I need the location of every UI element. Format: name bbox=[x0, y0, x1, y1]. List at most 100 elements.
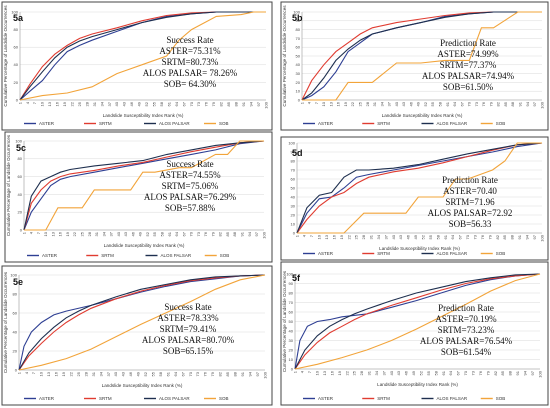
x-tick-label: 64 bbox=[174, 101, 179, 106]
x-tick-label: 91 bbox=[517, 101, 522, 106]
y-tick-label: 90 bbox=[296, 18, 301, 23]
legend-label: SOB bbox=[496, 396, 506, 401]
stats-title: Prediction Rate bbox=[442, 175, 498, 185]
x-tick-label: 88 bbox=[233, 101, 238, 106]
legend-label: ALOS PALSAR bbox=[159, 121, 190, 126]
x-tick-label: 13 bbox=[47, 101, 52, 106]
x-tick-label: 67 bbox=[180, 371, 185, 376]
x-tick-label: 76 bbox=[204, 101, 209, 106]
x-tick-label: 13 bbox=[322, 370, 327, 375]
x-tick-label: 10 bbox=[321, 101, 326, 106]
x-tick-label: 49 bbox=[411, 370, 416, 375]
x-tick-label: 34 bbox=[376, 234, 381, 239]
y-tick-label: 30 bbox=[291, 203, 296, 208]
x-tick-label: 100 bbox=[262, 371, 267, 378]
y-tick-label: 20 bbox=[14, 80, 19, 85]
x-tick-label: 10 bbox=[40, 101, 45, 106]
x-tick-label: 1 bbox=[16, 371, 21, 374]
y-tick-label: 60 bbox=[289, 309, 294, 314]
x-tick-label: 100 bbox=[261, 231, 266, 238]
x-tick-label: 31 bbox=[369, 234, 374, 239]
legend-label: ASTER bbox=[318, 251, 334, 256]
y-tick-label: 60 bbox=[296, 45, 301, 50]
x-tick-label: 91 bbox=[515, 370, 520, 375]
y-tick-label: 40 bbox=[291, 194, 296, 199]
legend-label: SRTM bbox=[377, 121, 390, 126]
x-tick-label: 43 bbox=[122, 101, 127, 106]
x-tick-label: 82 bbox=[219, 101, 224, 106]
stats-line: ASTER=78.33% bbox=[157, 313, 219, 323]
x-tick-label: 40 bbox=[394, 101, 399, 106]
x-tick-label: 79 bbox=[485, 370, 490, 375]
y-tick-label: 80 bbox=[13, 291, 18, 296]
x-tick-label: 76 bbox=[480, 234, 485, 239]
x-tick-label: 40 bbox=[114, 101, 119, 106]
x-tick-label: 79 bbox=[488, 101, 493, 106]
panel-label: 5f bbox=[292, 273, 301, 283]
series-line-aster bbox=[296, 142, 543, 234]
stats-line: ASTER=74.55% bbox=[159, 170, 221, 180]
y-tick-label: 20 bbox=[291, 212, 296, 217]
legend-label: SRTM bbox=[101, 253, 114, 258]
y-axis-label: Cumulative Percentage of Landslide Occur… bbox=[282, 270, 287, 372]
series-line-alos-palsar bbox=[301, 11, 542, 101]
x-tick-label: 52 bbox=[145, 231, 150, 236]
y-tick-label: 90 bbox=[291, 149, 296, 154]
x-tick-label: 82 bbox=[493, 370, 498, 375]
legend-label: SOB bbox=[220, 253, 230, 258]
y-tick-label: 0 bbox=[15, 367, 18, 372]
x-tick-label: 25 bbox=[352, 370, 357, 375]
x-tick-label: 46 bbox=[408, 101, 413, 106]
series-line-aster bbox=[294, 273, 541, 370]
x-tick-label: 94 bbox=[524, 234, 529, 239]
x-tick-label: 19 bbox=[339, 234, 344, 239]
y-tick-label: 100 bbox=[286, 271, 293, 276]
y-tick-label: 100 bbox=[293, 9, 300, 14]
x-axis-label: Landslide Susceptibility Index Rank (%) bbox=[379, 246, 460, 251]
legend-label: SRTM bbox=[99, 396, 112, 401]
x-tick-label: 85 bbox=[502, 234, 507, 239]
x-tick-label: 31 bbox=[367, 370, 372, 375]
x-tick-label: 85 bbox=[225, 231, 230, 236]
stats-line: ASTER=70.19% bbox=[435, 314, 497, 324]
y-tick-label: 80 bbox=[14, 27, 19, 32]
x-tick-label: 4 bbox=[24, 371, 29, 374]
stats-title: Success Rate bbox=[166, 35, 213, 45]
x-tick-label: 97 bbox=[256, 101, 261, 106]
legend-label: SOB bbox=[496, 251, 506, 256]
y-tick-label: 100 bbox=[11, 9, 18, 14]
x-tick-label: 22 bbox=[350, 101, 355, 106]
series-line-srtm bbox=[23, 140, 265, 231]
x-tick-label: 34 bbox=[101, 231, 106, 236]
x-tick-label: 49 bbox=[138, 231, 143, 236]
series-line-alos-palsar bbox=[18, 274, 266, 371]
x-tick-label: 25 bbox=[354, 234, 359, 239]
x-tick-label: 25 bbox=[79, 231, 84, 236]
x-tick-label: 31 bbox=[91, 371, 96, 376]
stats-line: ALOS PALSAR=76.29% bbox=[144, 192, 237, 202]
x-tick-label: 67 bbox=[459, 101, 464, 106]
x-tick-label: 76 bbox=[478, 370, 483, 375]
stats-line: SOB= 64.30% bbox=[164, 79, 217, 89]
x-axis-label: Landslide Susceptibility Index Rank (%) bbox=[382, 113, 463, 118]
y-axis-label: Cumulative Percentage of Landslide Occur… bbox=[6, 134, 11, 236]
x-tick-label: 34 bbox=[98, 371, 103, 376]
x-tick-label: 16 bbox=[329, 370, 334, 375]
series-line-srtm bbox=[18, 274, 266, 371]
x-tick-label: 85 bbox=[500, 370, 505, 375]
y-tick-label: 10 bbox=[296, 89, 301, 94]
x-tick-label: 82 bbox=[496, 101, 501, 106]
x-tick-label: 40 bbox=[116, 231, 121, 236]
y-tick-label: 20 bbox=[18, 210, 23, 215]
x-tick-label: 10 bbox=[43, 231, 48, 236]
x-tick-label: 73 bbox=[196, 231, 201, 236]
x-tick-label: 67 bbox=[181, 231, 186, 236]
x-axis-label: Landslide Susceptibility Index Rank (%) bbox=[102, 383, 183, 388]
x-tick-label: 16 bbox=[331, 234, 336, 239]
x-tick-label: 28 bbox=[84, 101, 89, 106]
x-tick-label: 58 bbox=[435, 234, 440, 239]
x-tick-label: 88 bbox=[232, 371, 237, 376]
